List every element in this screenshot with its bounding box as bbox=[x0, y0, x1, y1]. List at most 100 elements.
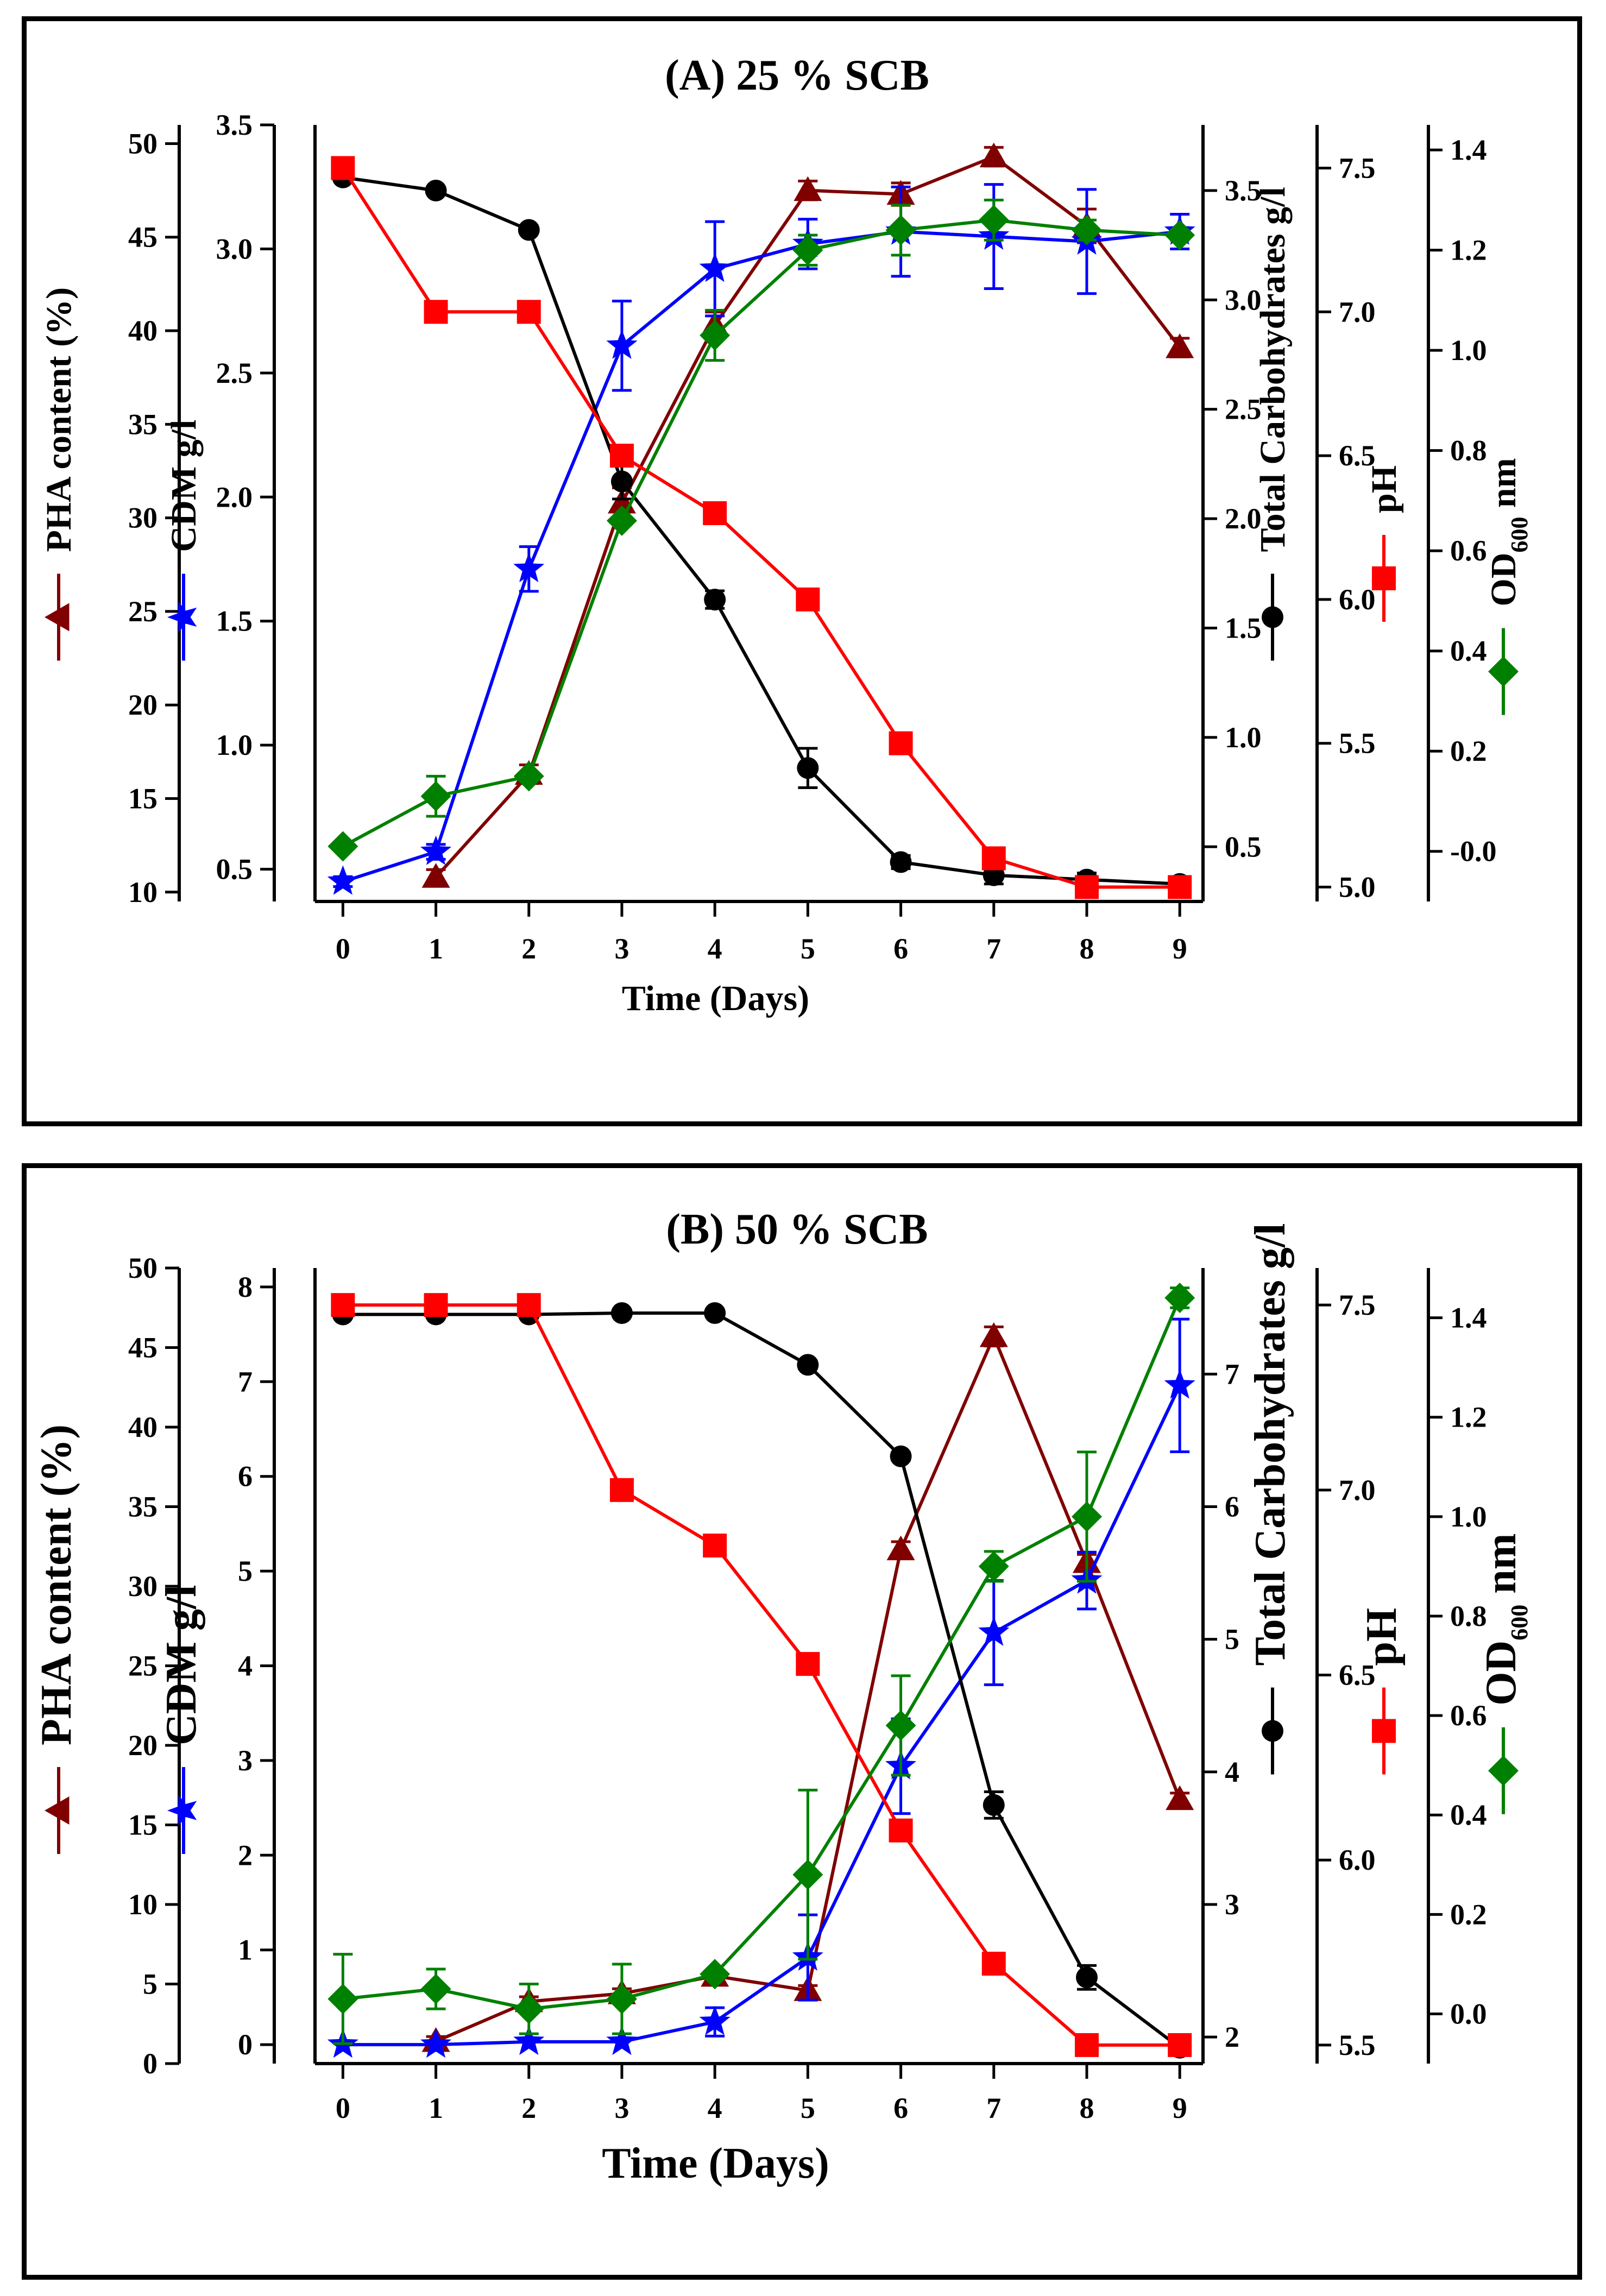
cdm-tick-label: 0 bbox=[238, 2028, 253, 2061]
od-data-point bbox=[885, 1710, 916, 1741]
cdm-tick-label: 1 bbox=[238, 1934, 253, 1966]
ph-data-point bbox=[609, 1478, 634, 1502]
carb-tick-label: 2.0 bbox=[1225, 502, 1262, 535]
x-tick-label: 5 bbox=[801, 932, 815, 965]
cdm-axis-label-group: CDM g/l bbox=[164, 420, 204, 661]
carb-tick-label: 4 bbox=[1225, 1756, 1239, 1788]
cdm-series-line bbox=[343, 1385, 1181, 2047]
od-label-unit: nm bbox=[1477, 1534, 1525, 1605]
ph-tick-label: 5.0 bbox=[1339, 871, 1376, 904]
od-data-point bbox=[885, 215, 916, 245]
pha-tick-label: 35 bbox=[128, 1491, 158, 1523]
x-tick-label: 8 bbox=[1079, 2092, 1094, 2124]
pha-tick-label: 50 bbox=[128, 127, 158, 160]
cdm-tick-label: 7 bbox=[238, 1365, 253, 1398]
ph-tick-label: 6.5 bbox=[1339, 439, 1376, 472]
cdm-tick-label: 0.5 bbox=[216, 853, 253, 886]
pha-data-point bbox=[793, 176, 822, 201]
cdm-tick-label: 2.0 bbox=[216, 481, 253, 513]
cdm-tick-label: 3.0 bbox=[216, 232, 253, 265]
cdm-tick-label: 5 bbox=[238, 1555, 253, 1587]
x-tick-label: 2 bbox=[521, 2092, 536, 2124]
pha-tick-label: 30 bbox=[128, 502, 158, 534]
od-data-point bbox=[606, 1983, 637, 2014]
od-tick-label: -0.0 bbox=[1450, 835, 1496, 868]
ph-data-point bbox=[703, 501, 727, 525]
ph-axis-label: pH bbox=[1364, 465, 1404, 513]
carb-data-point bbox=[890, 1445, 912, 1467]
chart-title: (B) 50 % SCB bbox=[666, 1206, 928, 1253]
ph-legend-marker bbox=[1372, 1719, 1396, 1743]
pha-data-point bbox=[421, 863, 450, 888]
carb-legend-marker bbox=[1262, 1720, 1283, 1742]
x-tick-label: 9 bbox=[1173, 2092, 1187, 2124]
pha-tick-label: 25 bbox=[128, 1650, 158, 1682]
ph-tick-label: 7.5 bbox=[1339, 152, 1376, 184]
carb-axis-label-group: Total Carbohydrates g/l bbox=[1253, 187, 1293, 661]
x-tick-label: 7 bbox=[986, 932, 1001, 965]
carb-axis-label: Total Carbohydrates g/l bbox=[1253, 187, 1293, 552]
od-data-point bbox=[792, 235, 823, 266]
ph-data-point bbox=[424, 300, 448, 324]
cdm-tick-label: 1.5 bbox=[216, 605, 253, 638]
od-tick-label: 0.2 bbox=[1450, 735, 1487, 767]
carb-tick-label: 6 bbox=[1225, 1491, 1239, 1523]
cdm-tick-label: 8 bbox=[238, 1271, 253, 1303]
panel-b-frame bbox=[22, 1163, 1582, 2280]
pha-data-point bbox=[1166, 1785, 1194, 1811]
od-tick-label: 1.4 bbox=[1450, 1302, 1487, 1334]
cdm-data-point bbox=[420, 835, 452, 865]
ph-data-point bbox=[1074, 875, 1099, 899]
x-axis-label: Time (Days) bbox=[602, 2140, 829, 2187]
series-ph bbox=[331, 156, 1192, 899]
ph-tick-label: 6.0 bbox=[1339, 1844, 1376, 1876]
carb-axis-label: Total Carbohydrates g/l bbox=[1246, 1223, 1294, 1666]
cdm-legend-marker bbox=[167, 1795, 197, 1826]
cdm-data-point bbox=[327, 865, 358, 895]
pha-tick-label: 40 bbox=[128, 314, 158, 347]
carb-data-point bbox=[797, 757, 819, 779]
pha-tick-label: 15 bbox=[128, 782, 158, 815]
pha-tick-label: 45 bbox=[128, 221, 158, 254]
od-tick-label: 1.4 bbox=[1450, 134, 1487, 166]
ph-tick-label: 6.0 bbox=[1339, 583, 1376, 616]
cdm-legend-marker bbox=[167, 602, 197, 633]
cdm-data-point bbox=[699, 2005, 730, 2035]
ph-tick-label: 5.5 bbox=[1339, 727, 1376, 760]
od-data-point bbox=[328, 1983, 358, 2014]
ph-tick-label: 5.5 bbox=[1339, 2029, 1376, 2061]
od-series-line bbox=[343, 1297, 1181, 2011]
od-data-point bbox=[328, 831, 358, 862]
od-data-point bbox=[1071, 215, 1102, 245]
ph-data-point bbox=[889, 1818, 913, 1843]
ph-data-point bbox=[981, 1952, 1006, 1976]
od-data-point bbox=[978, 1551, 1009, 1582]
od-tick-label: 0.4 bbox=[1450, 635, 1487, 667]
ph-data-point bbox=[517, 1293, 541, 1317]
x-tick-label: 4 bbox=[708, 932, 722, 965]
cdm-data-point bbox=[606, 2025, 638, 2055]
carb-tick-label: 1.0 bbox=[1225, 721, 1262, 754]
pha-tick-label: 50 bbox=[128, 1252, 158, 1284]
od-legend-marker bbox=[1488, 656, 1519, 687]
x-tick-label: 1 bbox=[429, 932, 443, 965]
series-carb bbox=[332, 1302, 1191, 2059]
pha-tick-label: 35 bbox=[128, 408, 158, 440]
carb-tick-label: 0.5 bbox=[1225, 830, 1262, 863]
od-data-point bbox=[1164, 219, 1195, 250]
x-tick-label: 9 bbox=[1173, 932, 1187, 965]
od-axis-label: OD600 nm bbox=[1484, 458, 1533, 606]
od-tick-label: 0.6 bbox=[1450, 1699, 1487, 1732]
x-tick-label: 4 bbox=[708, 2092, 722, 2124]
pha-tick-label: 20 bbox=[128, 689, 158, 721]
ph-legend-marker bbox=[1372, 566, 1396, 590]
od-legend-marker bbox=[1488, 1755, 1519, 1786]
pha-axis-label: PHA content (%) bbox=[33, 1424, 80, 1745]
pha-data-point bbox=[886, 1535, 915, 1561]
x-tick-label: 6 bbox=[893, 932, 908, 965]
od-data-point bbox=[1164, 1282, 1195, 1313]
pha-tick-label: 20 bbox=[128, 1729, 158, 1762]
